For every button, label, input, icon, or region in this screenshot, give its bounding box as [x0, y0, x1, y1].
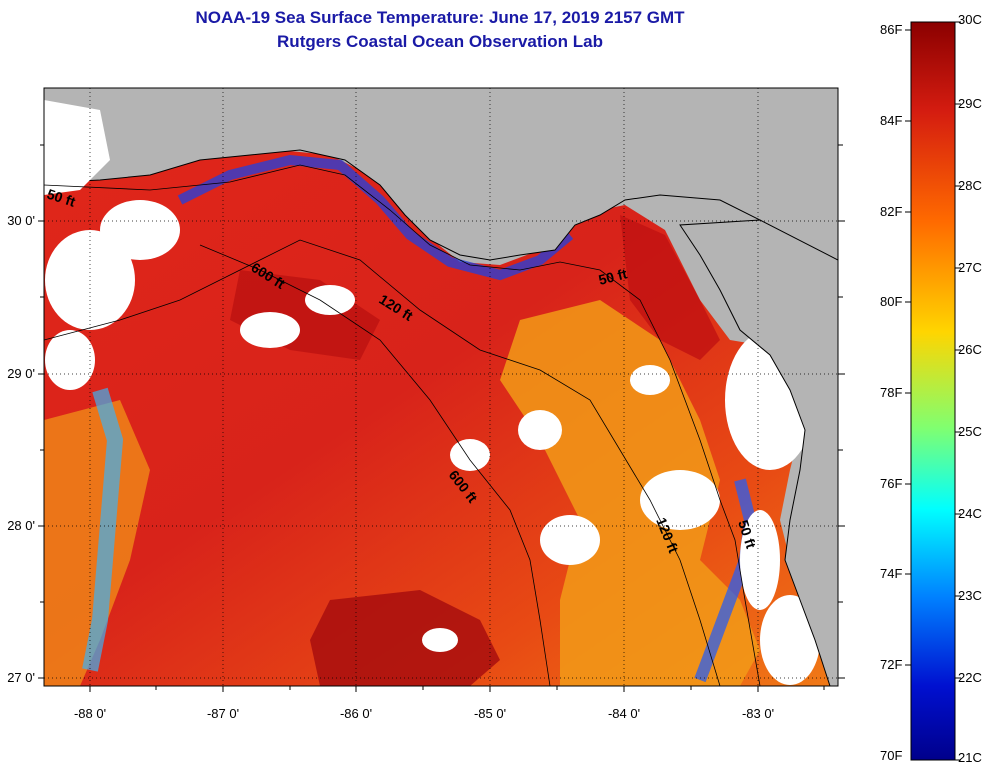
map-subtitle: Rutgers Coastal Ocean Observation Lab: [277, 32, 603, 51]
colorbar-f-label: 72F: [880, 657, 903, 672]
isobath-50ft: [43, 164, 761, 687]
colorbar-f-label: 70F: [880, 748, 903, 763]
graticule: [44, 88, 838, 686]
isobath-600ft: [199, 244, 551, 687]
map-frame: [43, 87, 839, 687]
coastal-land-west: [44, 100, 110, 195]
map-title: NOAA-19 Sea Surface Temperature: June 17…: [195, 8, 685, 27]
cool-shelf-west: [44, 400, 150, 686]
lon-tick-label: -84 0': [608, 706, 640, 721]
colorbar-f-label: 78F: [880, 385, 903, 400]
coastline-north: [43, 87, 839, 261]
colorbar-f-label: 84F: [880, 113, 903, 128]
lat-tick-label: 30 0': [7, 213, 35, 228]
coastline-peninsula: [679, 219, 839, 687]
colorbar-c-label: 30C: [958, 12, 982, 27]
coastal-cool-band-north: [177, 154, 574, 281]
colorbar-c-label: 22C: [958, 670, 982, 685]
colorbar-f-label: 82F: [880, 204, 903, 219]
colorbar-ticks: [905, 21, 961, 761]
warm-ne-shelf: [620, 215, 720, 360]
lon-tick-label: -85 0': [474, 706, 506, 721]
colorbar: [910, 21, 956, 761]
colorbar-c-label: 28C: [958, 178, 982, 193]
colorbar-c-label: 26C: [958, 342, 982, 357]
lat-tick-label: 28 0': [7, 518, 35, 533]
tick-marks: [38, 144, 845, 692]
lon-tick-label: -83 0': [742, 706, 774, 721]
cloud-cover: [45, 200, 820, 685]
isobath-120ft: [43, 239, 721, 687]
lat-tick-label: 29 0': [7, 366, 35, 381]
colorbar-c-label: 23C: [958, 588, 982, 603]
colorbar-f-label: 86F: [880, 22, 903, 37]
colorbar-c-label: 24C: [958, 506, 982, 521]
lon-tick-label: -86 0': [340, 706, 372, 721]
colorbar-c-label: 21C: [958, 750, 982, 765]
lon-tick-label: -87 0': [207, 706, 239, 721]
colorbar-c-label: 27C: [958, 260, 982, 275]
coastal-cool-band-east: [694, 478, 757, 683]
coastal-cool-band-west: [82, 387, 124, 672]
colorbar-f-label: 76F: [880, 476, 903, 491]
cool-shelf-east: [500, 300, 760, 686]
colorbar-f-label: 74F: [880, 566, 903, 581]
colorbar-c-label: 25C: [958, 424, 982, 439]
colorbar-c-label: 29C: [958, 96, 982, 111]
warm-core-south: [310, 590, 500, 686]
lat-tick-label: 27 0': [7, 670, 35, 685]
lon-tick-label: -88 0': [74, 706, 106, 721]
isobath-label: 50 ft: [597, 265, 629, 288]
colorbar-f-label: 80F: [880, 294, 903, 309]
